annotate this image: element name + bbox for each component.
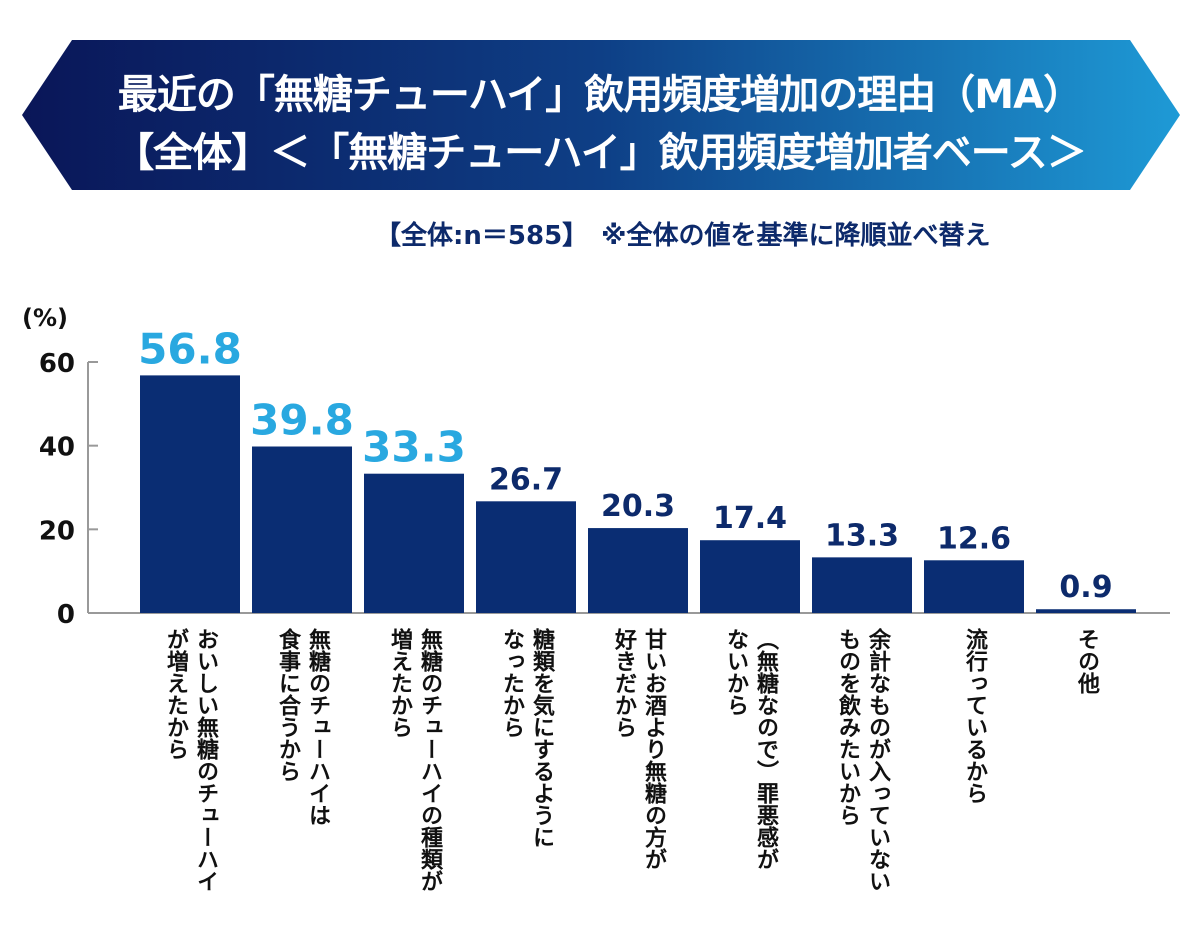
y-axis-unit: (%) (22, 304, 68, 332)
x-category-label: 余計なものが入っていない ものを飲みたいから (835, 628, 890, 892)
bar (1036, 609, 1136, 613)
bar (588, 528, 688, 613)
x-category-label: 無糖のチューハイの種類が 増えたから (387, 628, 442, 892)
data-label: 0.9 (1059, 570, 1112, 605)
data-label: 12.6 (937, 521, 1011, 556)
title-banner (22, 40, 1180, 190)
y-tick-label: 0 (57, 600, 75, 630)
chart-title-line1: 最近の「無糖チューハイ」飲用頻度増加の理由（MA） (117, 72, 1083, 118)
x-category-label: その他 (1074, 628, 1099, 694)
bar (252, 446, 352, 613)
bar (924, 560, 1024, 613)
x-category-label: （無糖なので）罪悪感が ないから (723, 628, 778, 870)
sample-note: 【全体:n＝585】 ※全体の値を基準に降順並べ替え (375, 221, 991, 251)
x-category-label: 糖類を気にするように なったから (499, 628, 554, 848)
data-label: 20.3 (601, 489, 675, 524)
data-label: 17.4 (713, 501, 787, 536)
bar (476, 501, 576, 613)
x-category-label: おいしい無糖のチューハイ が増えたから (163, 628, 218, 892)
chart-title-line2: 【全体】＜「無糖チューハイ」飲用頻度増加者ベース＞ (114, 130, 1086, 176)
data-label: 39.8 (250, 396, 354, 445)
bar (364, 473, 464, 613)
data-label: 13.3 (825, 518, 899, 553)
data-label: 56.8 (138, 324, 242, 373)
bar (812, 557, 912, 613)
y-tick-label: 60 (39, 349, 75, 379)
y-tick-label: 20 (39, 516, 75, 546)
x-category-label: 流行っているから (962, 628, 987, 804)
x-category-label: 甘いお酒より無糖の方が 好きだから (611, 628, 666, 870)
data-label: 33.3 (362, 423, 466, 472)
bar (140, 375, 240, 613)
y-tick-label: 40 (39, 433, 75, 463)
data-label: 26.7 (489, 462, 563, 497)
bar (700, 540, 800, 613)
x-category-label: 無糖のチューハイは 食事に合うから (275, 628, 330, 826)
